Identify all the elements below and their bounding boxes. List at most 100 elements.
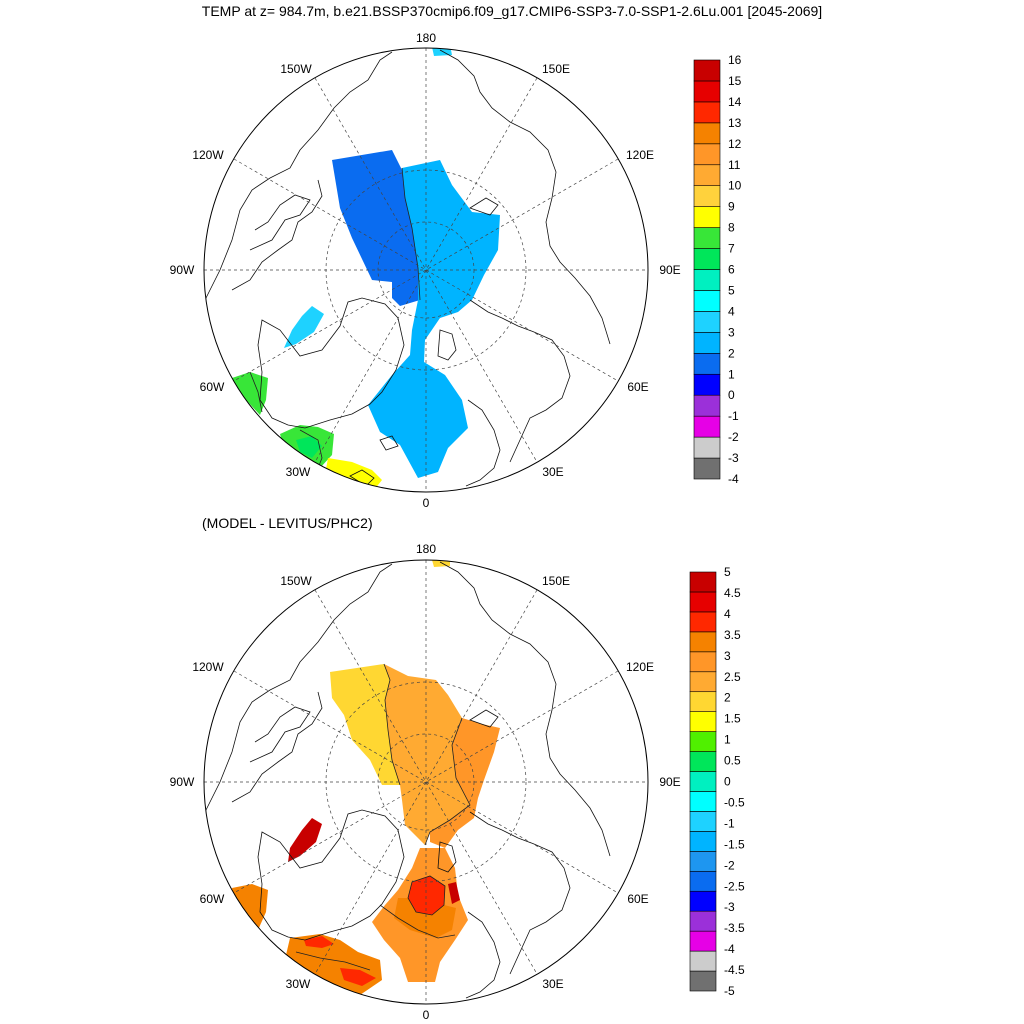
top-lon-label-90e: 90E (659, 263, 680, 277)
bottom-colorbar-tick-label: -4 (724, 942, 735, 956)
top-contour-line-2 (249, 371, 263, 413)
top-lon-label-60e: 60E (627, 380, 648, 394)
bottom-lon-label-60e: 60E (627, 892, 648, 906)
bottom-colorbar-tick-label: 5 (724, 565, 731, 579)
bottom-colorbar-tick-label: -2.5 (724, 879, 745, 893)
top-colorbar-swatch (693, 248, 721, 270)
top-colorbar-swatch (693, 143, 721, 166)
top-lon-label-30w: 30W (286, 465, 311, 479)
top-colorbar-swatch (693, 311, 721, 333)
bottom-colorbar-swatch (689, 950, 717, 972)
top-lon-label-120w: 120W (192, 148, 224, 162)
top-lon-label-180: 180 (416, 31, 436, 45)
top-colorbar-swatch (693, 122, 721, 145)
top-colorbar-tick-label: 16 (728, 53, 742, 67)
top-colorbar-swatch (693, 185, 721, 207)
top-field-bering-sea (432, 48, 452, 56)
bottom-colorbar-swatch (689, 970, 717, 992)
bottom-colorbar-swatch (689, 930, 717, 952)
bottom-colorbar-tick-label: 0.5 (724, 754, 741, 768)
bottom-colorbar-tick-label: 1 (724, 733, 731, 747)
bottom-field-canada-basin (330, 664, 400, 785)
bottom-field-baffin-bay (288, 818, 322, 862)
bottom-colorbar-swatch (689, 651, 717, 673)
top-contour-line (401, 167, 421, 301)
top-colorbar-swatch (693, 415, 721, 438)
bottom-colorbar-swatch (689, 571, 717, 593)
top-colorbar-swatch (693, 373, 721, 396)
top-colorbar-tick-label: 11 (728, 158, 741, 172)
top-colorbar-tick-label: 12 (728, 137, 742, 151)
bottom-colorbar-swatch (689, 711, 717, 732)
figure-title: TEMP at z= 984.7m, b.e21.BSSP370cmip6.f0… (201, 3, 823, 19)
top-colorbar-tick-label: 15 (728, 74, 742, 88)
bottom-colorbar-swatch (689, 811, 717, 832)
top-colorbar-tick-label: 0 (728, 388, 735, 402)
bottom-colorbar-swatch (689, 851, 717, 872)
top-map-fields (204, 48, 611, 492)
bottom-colorbar-tick-label: -1 (724, 816, 735, 830)
bottom-lon-label-150e: 150E (542, 574, 570, 588)
bottom-colorbar-tick-label: 2 (724, 691, 731, 705)
top-field-north-atlantic (325, 458, 382, 492)
lower-panel-subtitle: (MODEL - LEVITUS/PHC2) (202, 515, 373, 531)
top-colorbar-swatch (693, 101, 721, 124)
bottom-colorbar-tick-label: 3 (724, 649, 731, 663)
bottom-coastlines (204, 561, 611, 999)
top-graticule (204, 48, 648, 492)
bottom-colorbar-tick-label: -1.5 (724, 837, 745, 851)
top-colorbar-swatch (693, 457, 721, 480)
bottom-colorbar-swatch (689, 831, 717, 852)
bottom-field-atlantic-core (340, 968, 376, 986)
top-colorbar-swatch (693, 290, 721, 312)
bottom-lon-label-60w: 60W (200, 892, 225, 906)
bottom-colorbar-swatch (689, 890, 717, 912)
bottom-colorbar-swatch (689, 671, 717, 693)
top-colorbar-tick-label: 2 (728, 346, 735, 360)
top-colorbar-tick-label: 3 (728, 325, 735, 339)
bottom-map-border (203, 559, 649, 1005)
top-colorbar-tick-label: 5 (728, 283, 735, 297)
top-colorbar-swatch (693, 352, 721, 375)
top-field-irminger-core (296, 436, 322, 458)
top-colorbar-tick-label: 4 (728, 304, 735, 318)
bottom-lon-label-180: 180 (416, 542, 436, 556)
bottom-colorbar-tick-label: -5 (724, 984, 735, 998)
bottom-lon-label-120w: 120W (192, 660, 224, 674)
top-colorbar-tick-label: 6 (728, 263, 735, 277)
top-colorbar-tick-label: 8 (728, 221, 735, 235)
top-colorbar-swatch (693, 394, 721, 417)
top-lon-label-60w: 60W (200, 380, 225, 394)
top-colorbar-tick-label: -1 (728, 409, 739, 423)
bottom-colorbar-swatch (689, 751, 717, 772)
top-field-canada-basin (332, 150, 420, 306)
bottom-graticule (204, 560, 648, 1004)
bottom-colorbar-tick-label: 0 (724, 775, 731, 789)
bottom-field-svalbard-edge (448, 882, 460, 904)
bottom-colorbar-tick-label: 4.5 (724, 586, 741, 600)
bottom-colorbar-swatch (689, 611, 717, 633)
bottom-colorbar-swatch (689, 910, 717, 932)
top-colorbar-swatch (693, 227, 721, 249)
bottom-colorbar-swatch (689, 870, 717, 892)
bottom-field-labrador-sea (232, 884, 268, 930)
top-field-eurasian-basin (368, 160, 500, 478)
top-colorbar-swatch (693, 80, 721, 103)
bottom-colorbar-swatch (689, 731, 717, 752)
top-colorbar-swatch (693, 269, 721, 291)
bottom-lon-label-90w: 90W (170, 775, 195, 789)
top-colorbar-tick-label: -2 (728, 430, 739, 444)
bottom-field-greenland-sea-core (408, 876, 445, 915)
bottom-colorbar-tick-label: 4 (724, 607, 731, 621)
top-colorbar-tick-label: 14 (728, 95, 742, 109)
bottom-lon-label-0: 0 (423, 1008, 430, 1022)
top-lon-label-120e: 120E (626, 148, 654, 162)
top-lon-label-30e: 30E (542, 465, 563, 479)
top-colorbar-swatch (693, 436, 721, 459)
bottom-contours (295, 663, 471, 971)
top-contour-line-3 (299, 429, 323, 469)
bottom-colorbar-tick-label: 1.5 (724, 712, 741, 726)
bottom-colorbar-tick-label: -2 (724, 858, 735, 872)
bottom-map-fields (204, 560, 611, 999)
bottom-colorbar-swatch (689, 691, 717, 712)
